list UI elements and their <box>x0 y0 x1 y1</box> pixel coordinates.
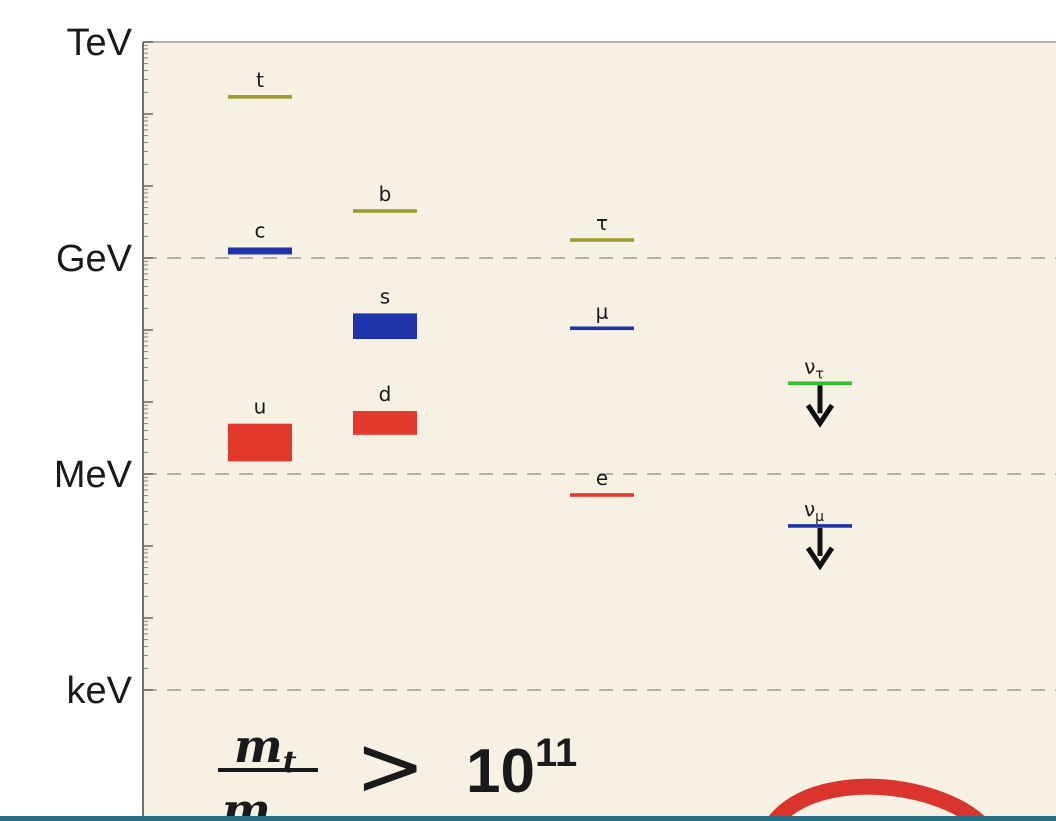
mass-line <box>788 381 852 386</box>
particle-label: e <box>596 466 608 490</box>
ratio-numerator: mt <box>234 719 297 780</box>
y-axis-minor-ticks <box>143 41 153 691</box>
mass-ratio-annotation: mt mν > 1011 <box>218 717 577 821</box>
particle-b: b <box>353 182 417 213</box>
y-tick-label-mev: MeV <box>54 454 133 496</box>
particle-e: e <box>570 466 634 497</box>
mass-line <box>228 95 292 99</box>
particle-label: τ <box>596 211 608 235</box>
particle-ντ: ντ <box>788 354 852 428</box>
y-tick-label-kev: keV <box>67 670 133 712</box>
mass-line <box>353 209 417 213</box>
particle-s: s <box>353 284 417 339</box>
particle-label: b <box>379 182 392 206</box>
ratio-relation: > <box>355 717 425 815</box>
particle-label: c <box>255 218 266 242</box>
particle-νμ: νμ <box>788 497 852 571</box>
ratio-power: 1011 <box>466 731 577 806</box>
particle-marks: t c u b s d τ μ e ντ νμ <box>228 68 852 571</box>
particle-label: t <box>256 68 264 92</box>
highlight-circle-arc <box>767 778 986 821</box>
mass-line <box>570 238 634 242</box>
plot-area <box>143 42 1056 821</box>
mass-line <box>570 493 634 497</box>
particle-d: d <box>353 382 417 435</box>
mass-bar <box>353 313 417 339</box>
particle-label: d <box>379 382 392 406</box>
mass-bar <box>228 247 292 255</box>
mass-bar <box>228 423 292 462</box>
grid-lines <box>143 257 1056 691</box>
upper-limit-arrow-head <box>805 546 835 571</box>
bottom-border-bar <box>0 816 1056 821</box>
mass-bar <box>353 410 417 435</box>
y-tick-label-tev: TeV <box>67 22 133 64</box>
particle-t: t <box>228 68 292 99</box>
mass-line <box>788 524 852 528</box>
particle-label: ντ <box>804 354 824 382</box>
particle-label: s <box>380 284 390 308</box>
particle-label: μ <box>596 299 609 323</box>
particle-u: u <box>228 395 292 462</box>
particle-label: u <box>254 395 267 419</box>
mass-line <box>570 326 634 331</box>
particle-label: νμ <box>804 497 824 525</box>
particle-τ: τ <box>570 211 634 242</box>
y-tick-label-gev: GeV <box>56 238 133 280</box>
upper-limit-arrow-head <box>805 403 835 428</box>
y-axis-tick-labels: TeV GeV MeV keV <box>54 22 133 712</box>
particle-μ: μ <box>570 299 634 331</box>
particle-c: c <box>228 218 292 255</box>
